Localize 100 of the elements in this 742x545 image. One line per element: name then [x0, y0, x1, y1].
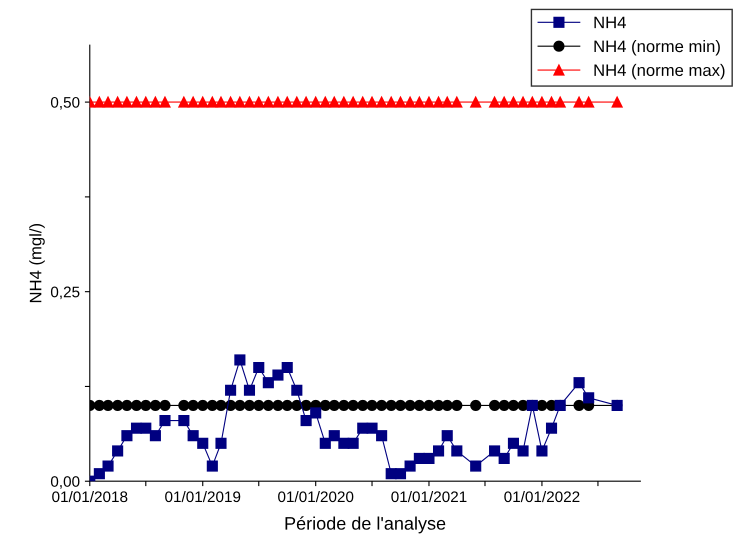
point: [291, 96, 302, 108]
point: [112, 96, 124, 108]
point: [94, 96, 105, 108]
point: [159, 96, 171, 108]
x-tick-label: 01/01/2020: [278, 490, 354, 502]
point: [159, 400, 171, 411]
point: [300, 415, 312, 426]
point: [197, 438, 208, 449]
y-tick-label: 0,00: [50, 476, 80, 489]
point: [178, 415, 190, 426]
point: [94, 468, 105, 480]
point: [498, 96, 510, 108]
point: [470, 96, 482, 108]
point: [414, 400, 425, 411]
point: [583, 392, 594, 404]
point: [574, 377, 585, 388]
point: [423, 452, 435, 464]
point: [328, 430, 340, 442]
point: [140, 400, 152, 411]
point: [366, 400, 378, 411]
point: [489, 400, 500, 411]
point: [517, 96, 529, 108]
point: [291, 384, 302, 396]
point: [376, 430, 388, 442]
point: [130, 400, 142, 411]
point: [451, 445, 462, 456]
point: [414, 96, 425, 108]
point: [272, 370, 284, 381]
point: [234, 96, 246, 108]
point: [376, 400, 388, 411]
point: [102, 460, 114, 472]
point: [328, 96, 340, 108]
point: [291, 400, 302, 411]
point: [348, 96, 359, 108]
point: [272, 96, 284, 108]
point: [583, 96, 594, 108]
point: [338, 96, 350, 108]
point: [253, 96, 264, 108]
point: [197, 96, 208, 108]
point: [394, 468, 406, 480]
point: [234, 400, 246, 411]
point: [394, 400, 406, 411]
point: [489, 445, 500, 456]
point: [536, 445, 548, 456]
point: [150, 430, 161, 442]
point: [489, 96, 500, 108]
x-tick-label: 01/01/2019: [165, 490, 240, 502]
legend-label: NH4 (norme max): [594, 64, 724, 80]
point: [470, 460, 482, 472]
point: [404, 460, 416, 472]
x-tick-label: 01/01/2018: [52, 490, 128, 502]
point: [366, 422, 378, 434]
point: [357, 400, 368, 411]
point: [188, 96, 199, 108]
point: [320, 438, 331, 449]
x-tick-label: 01/01/2022: [504, 490, 580, 502]
point: [262, 400, 274, 411]
point: [130, 96, 142, 108]
point: [423, 96, 435, 108]
point: [282, 400, 293, 411]
point: [386, 400, 397, 411]
point: [423, 400, 435, 411]
point: [188, 400, 199, 411]
y-tick-label: 0,50: [50, 96, 80, 110]
point: [225, 96, 236, 108]
point: [320, 96, 331, 108]
point: [442, 96, 453, 108]
point: [526, 96, 538, 108]
point: [225, 384, 236, 396]
point: [574, 400, 585, 411]
point: [451, 400, 462, 411]
point: [282, 362, 293, 374]
point: [102, 400, 114, 411]
point: [244, 400, 256, 411]
point: [215, 96, 227, 108]
point: [451, 96, 462, 108]
point: [310, 407, 322, 419]
point: [244, 96, 256, 108]
point: [244, 384, 256, 396]
point: [612, 96, 623, 108]
point: [262, 377, 274, 388]
point: [150, 400, 161, 411]
point: [178, 96, 190, 108]
point: [197, 400, 208, 411]
point: [536, 96, 548, 108]
point: [338, 400, 350, 411]
point: [121, 96, 132, 108]
legend-label: NH4 (norme min): [594, 40, 720, 56]
point: [320, 400, 331, 411]
point: [159, 415, 171, 426]
point: [272, 400, 284, 411]
point: [508, 438, 520, 449]
point: [433, 96, 444, 108]
point: [112, 400, 124, 411]
point: [442, 400, 453, 411]
point: [140, 422, 152, 434]
point: [404, 96, 416, 108]
point: [234, 354, 246, 366]
point: [348, 438, 359, 449]
point: [357, 96, 368, 108]
